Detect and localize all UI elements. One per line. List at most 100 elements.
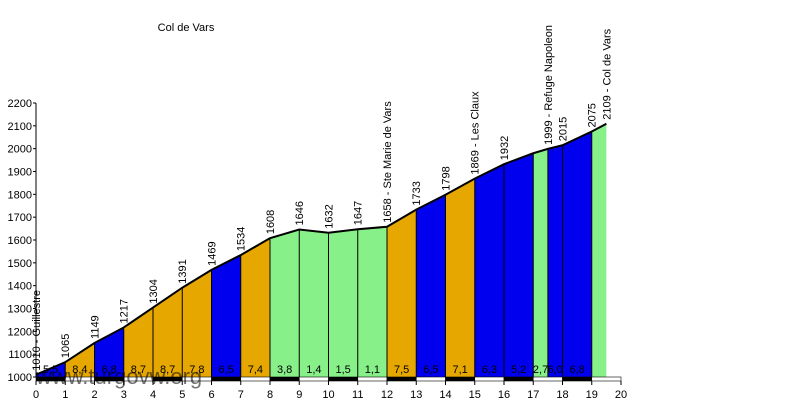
point-elevation-label: 1010 - Guillestre [31,290,43,371]
y-tick-label: 1700 [8,212,32,224]
y-tick-label: 1100 [8,349,32,361]
segment-gradient-label: 6,5 [423,364,438,376]
profile-segment [240,238,270,377]
point-elevation-label: 1149 [90,315,102,339]
point-elevation-label: 1798 [441,166,453,190]
x-tick-label: 20 [615,389,627,401]
chart-title: Col de Vars [158,22,215,34]
segment-gradient-label: 5,5 [43,364,58,376]
segment-gradient-label: 6,8 [569,364,584,376]
x-tick-label: 7 [238,389,244,401]
x-tick-label: 14 [439,389,451,401]
point-elevation-label: 1608 [265,210,277,234]
profile-segment [65,342,95,377]
point-elevation-label: 1658 - Ste Marie de Vars [382,101,394,223]
x-tick-label: 8 [267,389,273,401]
y-tick-label: 1900 [8,167,32,179]
x-axis-km-block [415,376,446,382]
x-axis-km-block [240,376,271,382]
x-tick-label: 17 [527,389,539,401]
segment-gradient-label: 1,5 [335,364,350,376]
y-tick-label: 1500 [8,258,32,270]
x-tick-label: 2 [91,389,97,401]
profile-segment [416,194,446,377]
profile-segment [445,178,475,377]
x-axis-km-block [445,376,476,382]
y-tick-label: 1200 [8,326,32,338]
profile-segment [474,164,504,377]
x-axis-km-block [269,376,300,382]
x-tick-label: 1 [62,389,68,401]
watermark-text: www.turgovw.org [35,364,202,389]
point-elevation-label: 1304 [148,279,160,303]
x-axis-km-block [386,376,417,382]
point-elevation-label: 1391 [177,259,189,283]
segment-gradient-label: 3,8 [277,364,292,376]
profile-segment [123,307,153,377]
y-tick-label: 1000 [8,372,32,384]
profile-segment [182,269,212,377]
point-elevation-label: 1999 - Refuge Napoleon [543,25,555,145]
x-tick-label: 3 [121,389,127,401]
y-tick-label: 2200 [8,98,32,110]
y-tick-label: 1600 [8,235,32,247]
profile-segment [153,287,183,377]
segment-gradient-label: 8,7 [131,364,146,376]
segment-gradient-label: 7,5 [394,364,409,376]
profile-segment [533,148,548,377]
x-axis-km-block [474,376,505,382]
x-axis-km-block [562,376,593,382]
point-elevation-label: 2075 [587,103,599,127]
x-tick-label: 10 [322,389,334,401]
x-axis-km-block [503,376,534,382]
segment-gradient-label: 1,1 [365,364,380,376]
profile-line [35,122,607,376]
point-elevation-label: 1869 - Les Claux [470,91,482,175]
x-tick-label: 4 [150,389,156,401]
segment-gradient-label: 2,7 [533,364,548,376]
point-elevation-label: 1733 [411,181,423,205]
x-tick-label: 18 [556,389,568,401]
x-tick-label: 12 [381,389,393,401]
point-elevation-label: 1065 [60,334,72,358]
segment-gradient-label: 8,7 [160,364,175,376]
y-tick-label: 1300 [8,304,32,316]
profile-segment [357,226,387,377]
point-elevation-label: 1646 [294,201,306,225]
point-elevation-label: 2109 - Col de Vars [601,28,613,119]
x-tick-label: 16 [498,389,510,401]
profile-segment [299,229,329,377]
point-elevation-label: 1217 [119,299,131,323]
x-axis-km-block [357,376,388,382]
x-tick-label: 15 [469,389,481,401]
profile-segment [591,123,607,377]
segment-gradient-label: 1,4 [306,364,321,376]
profile-segment [211,255,241,377]
profile-segment [387,209,417,377]
segment-gradient-label: 6,5 [218,364,233,376]
segment-gradient-label: 7,4 [248,364,263,376]
point-elevation-label: 2015 [558,117,570,141]
x-tick-label: 13 [410,389,422,401]
profile-segment [504,153,534,377]
x-tick-label: 19 [586,389,598,401]
segment-gradient-label: 7,1 [452,364,467,376]
x-axis-km-block [591,376,622,382]
y-tick-label: 1800 [8,189,32,201]
y-tick-label: 2000 [8,144,32,156]
y-tick-label: 2100 [8,121,32,133]
point-elevation-label: 1932 [499,136,511,160]
profile-segment [270,229,300,377]
segment-gradient-label: 6,8 [101,364,116,376]
profile-segment [547,145,563,377]
x-axis-km-block [532,376,563,382]
segment-gradient-label: 7,8 [189,364,204,376]
x-tick-label: 6 [208,389,214,401]
segment-gradient-label: 6,0 [548,364,563,376]
x-tick-label: 11 [352,389,363,401]
point-elevation-label: 1534 [236,227,248,251]
x-tick-label: 5 [179,389,185,401]
profile-segment [328,229,358,377]
